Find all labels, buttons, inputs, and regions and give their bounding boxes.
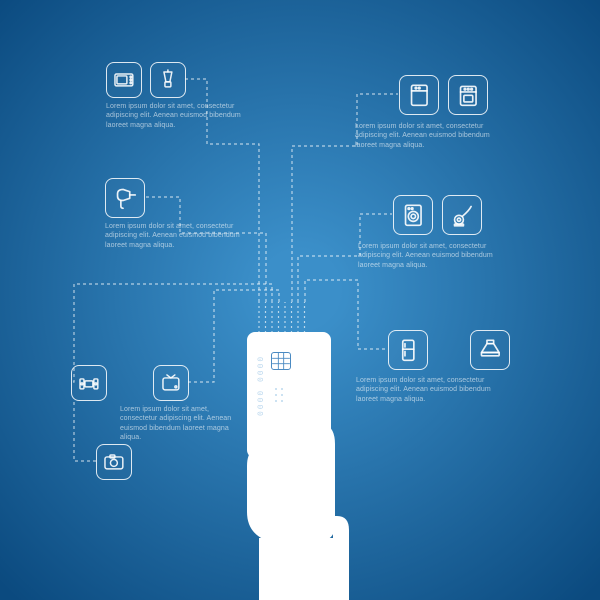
stove-icon	[448, 75, 488, 115]
washer-icon	[393, 195, 433, 235]
placeholder-text: Lorem ipsum dolor sit amet, consectetur …	[120, 405, 240, 443]
infographic-stage: 0520 0000 0000 Lorem ipsum dolor sit ame…	[0, 0, 600, 600]
card-chip-icon	[271, 352, 291, 370]
placeholder-text: Lorem ipsum dolor sit amet, consectetur …	[358, 242, 508, 270]
stereo-icon	[71, 365, 107, 401]
hairdryer-icon	[105, 178, 145, 218]
vacuum-icon	[442, 195, 482, 235]
placeholder-text: Lorem ipsum dolor sit amet, consectetur …	[106, 102, 256, 130]
placeholder-text: Lorem ipsum dolor sit amet, consectetur …	[355, 122, 505, 150]
placeholder-text: Lorem ipsum dolor sit amet, consectetur …	[105, 222, 255, 250]
hood-icon	[470, 330, 510, 370]
tv-icon	[153, 365, 189, 401]
camera-icon	[96, 444, 132, 480]
dishwasher-icon	[399, 75, 439, 115]
microwave-icon	[106, 62, 142, 98]
placeholder-text: Lorem ipsum dolor sit amet, consectetur …	[356, 376, 506, 404]
hand-icon	[215, 420, 375, 600]
blender-icon	[150, 62, 186, 98]
fridge-icon	[388, 330, 428, 370]
